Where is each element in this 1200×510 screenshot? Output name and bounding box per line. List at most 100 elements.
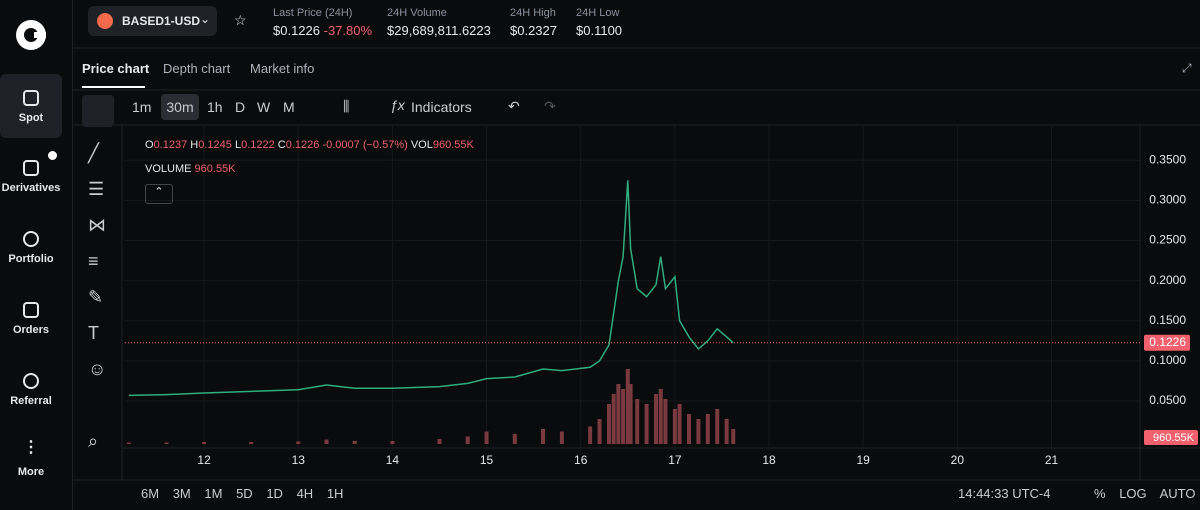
tool-column: ╱ ☰ ⋈ ≡ ✎ T ☺ ⌕	[88, 143, 107, 451]
stat-value: $29,689,811.6223	[387, 23, 491, 38]
interval[interactable]: 1m	[132, 99, 152, 115]
volume-bar	[731, 429, 736, 444]
indicators[interactable]: Indicators	[411, 99, 472, 115]
range[interactable]: 5D	[236, 486, 253, 501]
volume-bar	[696, 419, 701, 444]
nav-label: Spot	[18, 112, 44, 124]
ohlc-key: C	[277, 139, 286, 151]
stat-label: Last Price (24H)	[273, 7, 353, 19]
volume-bar	[672, 409, 677, 444]
volume-value: 960.55K	[194, 163, 236, 175]
nav-label: Portfolio	[8, 253, 54, 265]
volume-bar	[164, 442, 169, 444]
stat: Last Price (24H) $0.1226 -37.80%	[273, 7, 372, 38]
pair: BASED1-USD	[122, 14, 201, 28]
volume-bar	[588, 426, 593, 444]
volume-bar	[654, 394, 659, 444]
y-tick-label: 0.3000	[1149, 193, 1186, 207]
x-tick-label: 21	[1045, 453, 1059, 467]
expand[interactable]: ⤢	[1182, 61, 1192, 75]
favorite[interactable]: ☆	[234, 12, 247, 28]
volume-bar	[621, 389, 626, 444]
x-tick-label: 15	[480, 453, 494, 467]
volume-bar	[663, 399, 668, 444]
nav-item[interactable]: Orders	[0, 302, 62, 336]
volume-legend: VOLUME 960.55K	[145, 163, 236, 175]
x-tick-label: 16	[574, 453, 588, 467]
tab[interactable]: Market info	[250, 61, 315, 76]
volume-bar	[628, 384, 633, 444]
volume-bar	[202, 442, 207, 444]
ohlc-key: O	[145, 139, 154, 151]
volume-bar	[249, 442, 254, 444]
range[interactable]: 1D	[266, 486, 283, 501]
volume-bar	[616, 384, 621, 444]
volume-bar	[296, 441, 301, 444]
range[interactable]: 3M	[172, 486, 191, 501]
volume-bar	[126, 442, 131, 444]
nav-label: More	[17, 466, 45, 478]
logo[interactable]	[16, 20, 46, 50]
x-tick-label: 14	[386, 453, 400, 467]
range[interactable]: 6M	[141, 486, 160, 501]
scale-option[interactable]: AUTO	[1159, 486, 1196, 501]
candle-type[interactable]: ⫼	[343, 98, 350, 114]
pair-selector[interactable]: BASED1-USD ⌄	[88, 6, 217, 36]
volume-bar	[352, 441, 357, 444]
interval[interactable]: M	[283, 99, 295, 115]
tool-cursor[interactable]	[82, 95, 114, 127]
interval[interactable]: 1h	[207, 99, 223, 115]
volume-bar	[606, 404, 611, 444]
y-tick-label: 0.2000	[1149, 273, 1186, 287]
x-tick-label: 12	[197, 453, 211, 467]
collapse[interactable]: ⌃	[145, 184, 173, 204]
nav-item[interactable]: ⋮ More	[17, 439, 45, 479]
ohlc-legend: O0.1237 H0.1245 L0.1222 C0.1226 -0.0007 …	[145, 139, 474, 151]
stat-value: $0.1226	[273, 23, 320, 38]
nav-item[interactable]: Derivatives	[0, 160, 62, 194]
tab-underline	[82, 86, 145, 88]
stat-change: -37.80%	[323, 23, 373, 38]
scale-option[interactable]: %	[1094, 486, 1106, 501]
stat-value: $0.2327	[510, 23, 557, 38]
volume-key: VOLUME	[145, 163, 192, 175]
scale-option[interactable]: LOG	[1119, 486, 1147, 501]
last-price-label: 0.1226	[1149, 335, 1186, 349]
volume-bar	[686, 414, 691, 444]
volume-bar	[465, 436, 470, 444]
nav-item[interactable]: Referral	[0, 373, 62, 407]
badge-dot	[48, 151, 57, 160]
tab[interactable]: Price chart	[82, 61, 150, 76]
redo[interactable]: ↷	[544, 98, 556, 114]
ranges: 6M 3M 1M 5D 1D 4H 1H	[141, 486, 343, 501]
range[interactable]: 1H	[326, 486, 344, 501]
interval[interactable]: W	[257, 99, 271, 115]
nav-item[interactable]: Spot	[0, 74, 62, 138]
volume-bar	[512, 434, 517, 444]
interval[interactable]: 30m	[161, 94, 199, 120]
x-tick-label: 17	[668, 453, 682, 467]
y-tick-label: 0.1000	[1149, 353, 1186, 367]
stat: 24H Volume $29,689,811.6223	[387, 7, 491, 38]
stat: 24H High $0.2327	[510, 7, 557, 38]
range[interactable]: 4H	[296, 486, 314, 501]
range[interactable]: 1M	[204, 486, 223, 501]
volume-bar	[484, 431, 489, 444]
volume-badge-label: 960.55K	[1153, 432, 1195, 444]
volume-bar	[677, 404, 682, 444]
tab[interactable]: Depth chart	[163, 61, 231, 76]
interval[interactable]: D	[235, 99, 246, 115]
undo[interactable]: ↶	[508, 98, 520, 114]
clock: 14:44:33 UTC-4	[958, 486, 1051, 501]
nav-item[interactable]: Portfolio	[0, 231, 62, 265]
volume-bar	[541, 429, 546, 444]
vol-value: 960.55K	[432, 139, 474, 151]
stat-label: 24H High	[510, 7, 556, 19]
vol-key: VOL	[410, 139, 433, 151]
x-tick-label: 20	[951, 453, 965, 467]
volume-bar	[658, 389, 663, 444]
stat: 24H Low $0.1100	[576, 7, 622, 38]
ohlc-key: H	[190, 139, 199, 151]
